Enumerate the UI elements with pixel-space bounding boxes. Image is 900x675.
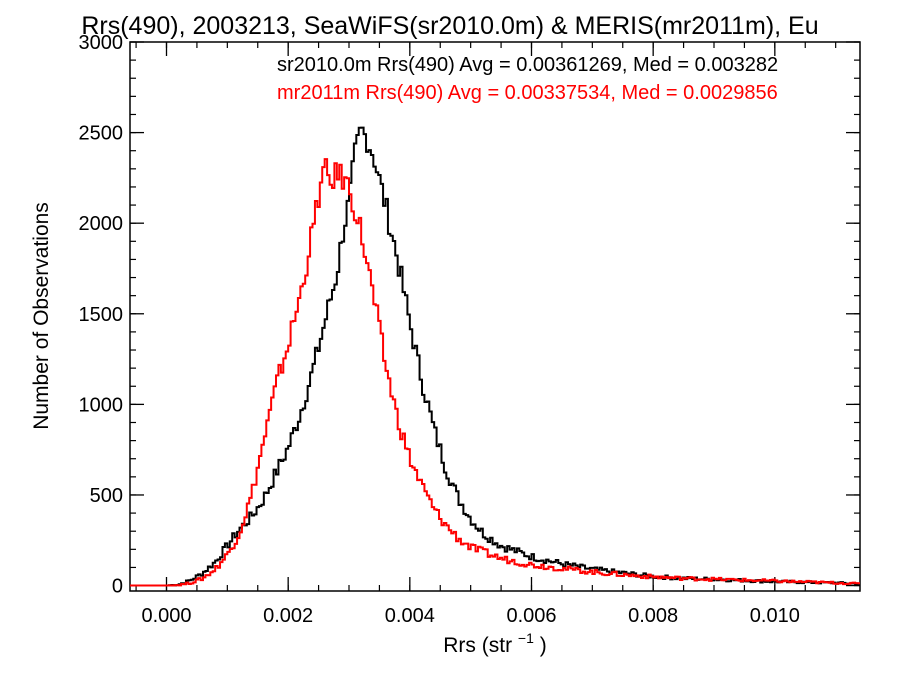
y-axis-title: Number of Observations xyxy=(30,202,53,430)
chart-title: Rrs(490), 2003213, SeaWiFS(sr2010.0m) & … xyxy=(81,12,818,40)
series-layer xyxy=(130,126,860,587)
legend-entry-mr2011m: mr2011m Rrs(490) Avg = 0.00337534, Med =… xyxy=(277,82,778,104)
legend-entry-sr2010.0m: sr2010.0m Rrs(490) Avg = 0.00361269, Med… xyxy=(277,54,778,76)
x-tick-label: 0.008 xyxy=(628,605,678,627)
y-tick-label: 1500 xyxy=(79,304,124,326)
plot-border xyxy=(129,41,861,592)
y-tick-label: 0 xyxy=(112,576,123,598)
y-tick-label: 2500 xyxy=(79,123,124,145)
series-sr2010.0m-line xyxy=(130,126,860,587)
x-axis-title-superscript: −1 xyxy=(518,630,534,646)
series-mr2011m-line xyxy=(130,158,860,587)
x-axis: 0.000 0.002 0.004 0.006 0.008 0.010 xyxy=(135,42,837,627)
x-tick-label: 0.010 xyxy=(750,605,800,627)
x-tick-label: 0.000 xyxy=(141,605,191,627)
y-tick-label: 3000 xyxy=(79,32,124,54)
y-tick-label: 1000 xyxy=(79,394,124,416)
y-axis: 0 500 1000 1500 2000 2500 3000 xyxy=(79,32,860,598)
y-tick-label: 500 xyxy=(90,485,123,507)
x-tick-label: 0.004 xyxy=(385,605,435,627)
x-axis-title-suffix: ) xyxy=(540,634,547,657)
x-tick-label: 0.002 xyxy=(263,605,313,627)
x-tick-label: 0.006 xyxy=(506,605,556,627)
plot-area xyxy=(129,41,861,592)
x-axis-title: Rrs (str −1 ) xyxy=(443,625,546,657)
legend: sr2010.0m Rrs(490) Avg = 0.00361269, Med… xyxy=(277,54,778,104)
x-axis-title-main: Rrs (str xyxy=(443,634,512,657)
y-tick-label: 2000 xyxy=(79,213,124,235)
